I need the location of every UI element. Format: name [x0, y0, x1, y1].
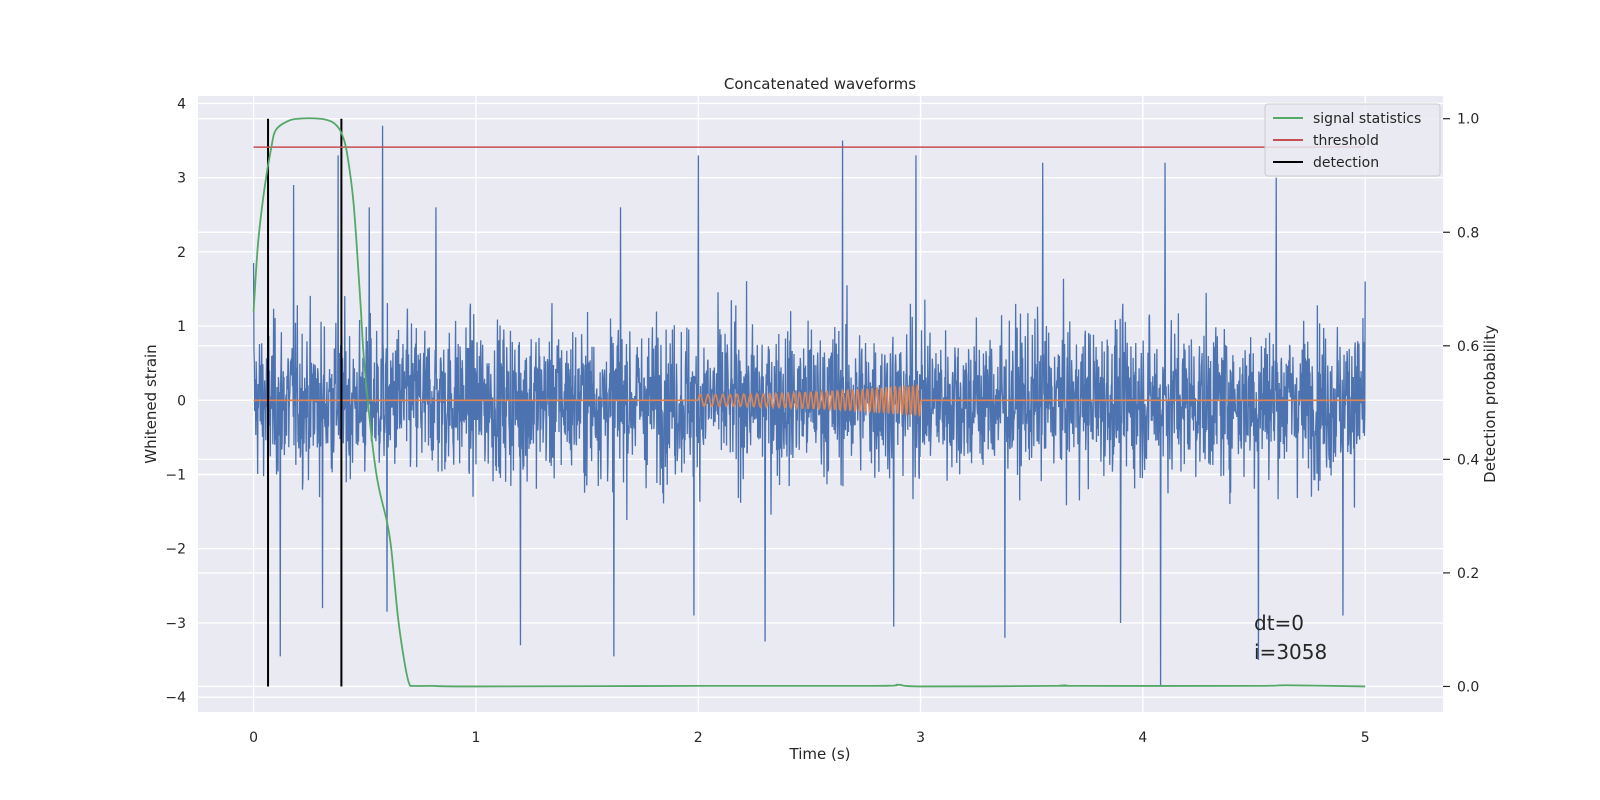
y-tick-label: 0 [177, 393, 186, 409]
x-tick-label: 0 [249, 730, 258, 746]
y-tick-label: −3 [165, 616, 186, 632]
x-tick-label: 3 [916, 730, 925, 746]
y2-tick-label: 0.2 [1457, 566, 1479, 582]
x-tick-label: 4 [1138, 730, 1147, 746]
legend: signal statistics threshold detection [1264, 103, 1441, 177]
y2-tick-label: 0.4 [1457, 452, 1479, 468]
series-layer [252, 117, 1366, 688]
series-whitened-strain-line [252, 125, 1366, 687]
y2-tick-label: 1.0 [1457, 112, 1479, 128]
x-tick-label: 1 [471, 730, 480, 746]
legend-label-0: signal statistics [1313, 111, 1421, 127]
y2-tick-label: 0.8 [1457, 225, 1479, 241]
series-signal-statistics-line [252, 117, 1366, 688]
chart-title: Concatenated waveforms [724, 75, 916, 93]
y-tick-label: −1 [165, 468, 186, 484]
y-tick-label: 3 [177, 171, 186, 187]
annotation-dt: dt=0 [1254, 611, 1304, 635]
series-injected-signal-line [253, 384, 1366, 417]
y-tick-label: 4 [177, 96, 186, 112]
y-axis-label: Whitened strain [142, 344, 160, 463]
annotation-i: i=3058 [1254, 640, 1327, 664]
y2-tick-label: 0.0 [1457, 679, 1479, 695]
y2-axis-label: Detection probability [1481, 325, 1499, 483]
legend-label-1: threshold [1313, 133, 1379, 149]
y2-tick-label: 0.6 [1457, 339, 1479, 355]
legend-frame [1264, 103, 1441, 177]
y-tick-label: −4 [165, 690, 186, 706]
axes-layer: 0 1 2 3 4 5 4 3 2 1 0 −1 −2 −3 −4 1.0 0.8 0.6 0.4 0.2 0.0 [165, 96, 1479, 746]
y-tick-label: 2 [177, 245, 186, 261]
legend-label-2: detection [1313, 155, 1379, 171]
x-tick-label: 2 [694, 730, 703, 746]
y-tick-label: −2 [165, 542, 186, 558]
x-axis-label: Time (s) [789, 745, 851, 763]
y-tick-label: 1 [177, 319, 186, 335]
x-tick-label: 5 [1361, 730, 1370, 746]
